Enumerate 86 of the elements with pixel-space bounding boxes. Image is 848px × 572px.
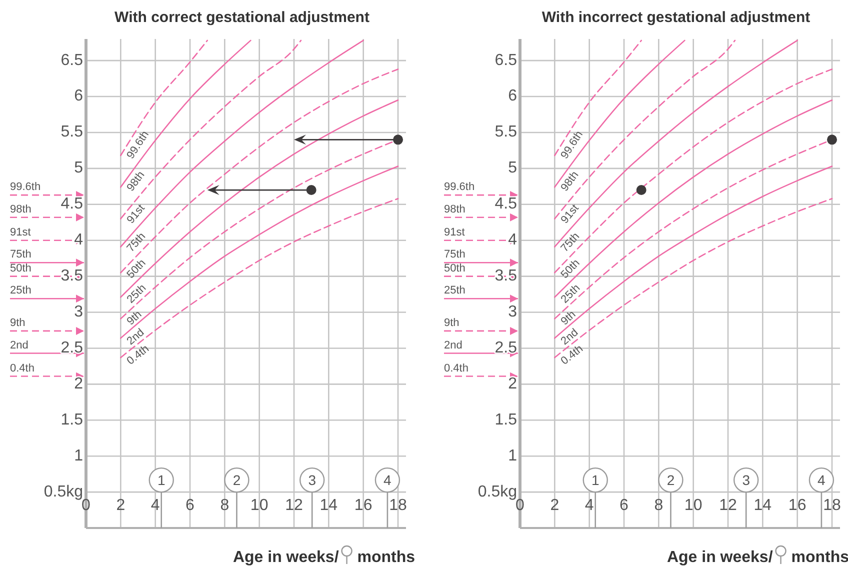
ref-line-label: 9th [10,316,26,329]
y-tick-label: 4 [74,232,84,249]
chart-title: With incorrect gestational adjustment [542,9,810,26]
x-tick-label: 10 [684,497,702,514]
y-tick-label: 6.5 [60,52,84,69]
y-tick-label: 1 [74,447,84,464]
x-tick-label: 18 [389,497,407,514]
ref-line-label: 91st [10,226,31,238]
y-tick-label: 2 [74,375,84,392]
text: 2nd [124,326,147,348]
x-tick-label: 2 [116,497,126,514]
text: 50th [558,257,582,281]
y-tick-label: 1.5 [60,411,84,428]
x-tick-label: 14 [320,497,338,514]
y-tick-label: 0.5kg [44,483,83,500]
ref-line-label: 2nd [444,339,462,352]
ref-line-label: 75th [10,248,32,261]
y-tick-label: 4 [508,232,518,249]
text: 2nd [558,326,581,348]
ref-line-label: 99.6th [10,181,41,194]
y-tick-label: 5 [74,160,84,177]
y-tick-label: 5.5 [60,124,84,141]
ref-line-label: 98th [444,203,466,216]
text: 9th [558,308,578,328]
x2-tick-label: 4 [384,472,392,488]
x2-tick-label: 3 [308,472,316,488]
y-tick-label: 3 [508,303,518,320]
x-tick-label: 6 [186,497,195,514]
y-tick-label: 1.5 [494,411,518,428]
text: 91st [124,202,148,226]
text: 75th [558,230,582,255]
x-tick-label: 18 [823,497,841,514]
ref-line-label: 25th [444,284,466,297]
y-tick-label: 1 [508,447,518,464]
x2-tick-label: 1 [157,472,166,488]
chart-title: With correct gestational adjustment [114,9,370,26]
x2-tick-label: 3 [742,472,750,488]
y-tick-label: 5.5 [494,124,518,141]
ref-line-label: 0.4th [444,362,468,374]
x-tick-label: 0 [516,497,525,514]
ref-line-label: 98th [10,203,32,216]
y-tick-label: 0.5kg [478,483,517,500]
text: 91st [558,202,582,226]
y-tick-label: 2 [508,375,518,392]
x-axis-title: Age in weeks/ months [232,549,416,566]
ref-line-label: 2nd [10,339,28,352]
ref-line-label: 75th [444,248,466,261]
text: 25th [558,282,583,306]
x-tick-label: 12 [719,497,737,514]
ref-line-label: 25th [10,284,32,297]
ref-line-label: 99.6th [444,181,475,194]
y-tick-label: 6.5 [494,52,518,69]
y-tick-label: 6 [74,88,84,105]
x-tick-label: 4 [150,497,160,514]
ref-line-label: 9th [444,316,460,329]
x-tick-label: 4 [584,497,594,514]
x-tick-label: 16 [788,497,806,514]
x-tick-label: 0 [82,497,91,514]
x2-tick-label: 1 [591,472,600,488]
x2-tick-label: 4 [818,472,826,488]
ref-line-label: 0.4th [10,362,34,374]
ref-line-label: 50th [444,262,466,274]
x2-tick-label: 2 [232,472,241,488]
ref-line-label: 91st [444,226,465,238]
text: 9th [124,308,144,328]
x2-tick-label: 2 [666,472,675,488]
x-tick-label: 14 [754,497,772,514]
x-tick-label: 16 [354,497,372,514]
x-tick-label: 2 [550,497,560,514]
y-tick-label: 5 [508,160,518,177]
x-tick-label: 12 [285,497,303,514]
text: 75th [124,230,148,255]
text: 50th [124,257,148,281]
y-tick-label: 4.5 [60,196,84,213]
x-axis-title: Age in weeks/ months [666,549,848,566]
text: 25th [124,282,149,306]
ref-line-label: 50th [10,262,32,274]
x-tick-label: 8 [654,497,664,514]
y-tick-label: 3 [74,303,84,320]
y-tick-label: 2.5 [60,339,84,356]
y-tick-label: 6 [508,88,518,105]
x-tick-label: 6 [620,497,629,514]
y-tick-label: 4.5 [494,196,518,213]
x-tick-label: 10 [250,497,268,514]
x-tick-label: 8 [220,497,230,514]
y-tick-label: 2.5 [494,339,518,356]
